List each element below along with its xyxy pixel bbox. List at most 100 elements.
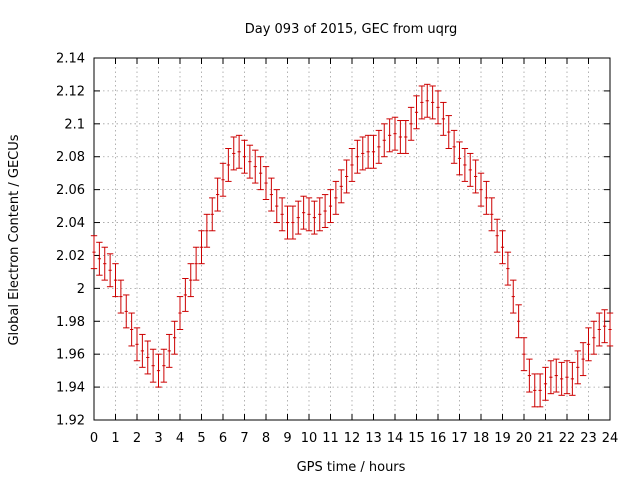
data-point — [305, 197, 313, 232]
x-tick-label: 1 — [111, 431, 119, 446]
data-point — [450, 129, 458, 164]
data-point — [590, 320, 598, 355]
y-tick-label: 2.12 — [56, 84, 85, 99]
data-point — [526, 358, 533, 393]
data-point — [176, 296, 184, 330]
data-series — [90, 83, 614, 408]
data-point — [133, 327, 141, 362]
data-point — [182, 277, 189, 312]
x-tick-label: 15 — [408, 431, 425, 446]
y-tick-label: 1.96 — [56, 348, 85, 363]
data-point — [461, 148, 469, 182]
data-point — [123, 294, 130, 329]
data-point — [547, 360, 555, 395]
data-point — [321, 194, 329, 228]
x-tick-label: 17 — [451, 431, 468, 446]
data-point — [117, 279, 125, 314]
data-point — [601, 309, 608, 344]
data-point — [483, 180, 490, 215]
x-tick-label: 3 — [154, 431, 162, 446]
data-point — [139, 333, 146, 368]
y-tick-label: 2.06 — [56, 183, 85, 198]
x-tick-label: 0 — [90, 431, 98, 446]
data-point — [402, 120, 409, 154]
data-point — [252, 149, 259, 184]
data-point — [96, 241, 103, 276]
data-point — [155, 353, 162, 388]
x-tick-label: 11 — [322, 431, 339, 446]
data-point — [434, 90, 442, 125]
x-tick-label: 16 — [430, 431, 447, 446]
data-point — [418, 85, 426, 120]
x-tick-label: 10 — [301, 431, 318, 446]
data-point — [338, 169, 345, 204]
data-point — [160, 348, 168, 383]
x-tick-label: 5 — [197, 431, 205, 446]
data-point — [574, 350, 581, 385]
y-tick-label: 2.02 — [56, 249, 85, 264]
data-point — [429, 85, 436, 120]
data-point — [198, 230, 205, 265]
y-tick-label: 1.98 — [56, 315, 85, 330]
data-point — [585, 327, 592, 362]
data-point — [171, 320, 178, 355]
axis-ticks: 0 1 2 3 4 5 6 7 8 9 10 11 12 13 14 15 16 17 18 19 20 21 22 23 24… — [56, 52, 618, 447]
data-point — [477, 172, 485, 207]
data-point — [563, 360, 571, 395]
x-tick-label: 9 — [283, 431, 291, 446]
data-point — [413, 95, 420, 130]
data-point — [397, 120, 404, 154]
data-point — [348, 148, 356, 182]
data-point — [596, 312, 603, 347]
x-tick-label: 12 — [344, 431, 361, 446]
grid-lines — [94, 58, 610, 420]
data-point — [440, 101, 447, 136]
data-point — [316, 197, 323, 232]
x-tick-label: 13 — [365, 431, 382, 446]
data-point — [364, 134, 372, 169]
data-point — [187, 263, 194, 298]
data-point — [128, 312, 135, 347]
x-tick-label: 24 — [602, 431, 619, 446]
data-point — [192, 246, 200, 281]
x-tick-label: 19 — [494, 431, 511, 446]
data-point — [295, 200, 302, 235]
data-point — [510, 279, 517, 314]
x-tick-label: 6 — [219, 431, 227, 446]
data-point — [542, 366, 549, 401]
data-point — [558, 361, 565, 396]
data-point — [467, 152, 474, 187]
data-point — [606, 312, 614, 347]
data-point — [273, 189, 280, 224]
data-point — [311, 200, 318, 235]
data-point — [235, 134, 243, 169]
data-point — [359, 136, 366, 171]
y-tick-label: 2.08 — [56, 150, 85, 165]
y-tick-label: 2.1 — [64, 117, 85, 132]
data-point — [515, 304, 522, 339]
data-point — [424, 83, 431, 118]
x-tick-label: 20 — [516, 431, 533, 446]
data-point — [327, 189, 334, 224]
data-point — [375, 129, 383, 164]
data-point — [230, 136, 237, 171]
x-tick-label: 14 — [387, 431, 404, 446]
y-tick-label: 2 — [77, 282, 85, 297]
data-point — [553, 358, 560, 393]
data-point — [209, 197, 216, 232]
data-point — [144, 340, 151, 375]
data-point — [241, 139, 248, 174]
data-point — [203, 213, 211, 248]
y-tick-label: 2.04 — [56, 216, 85, 231]
data-point — [289, 205, 297, 240]
data-point — [101, 246, 108, 281]
data-point — [407, 106, 415, 141]
data-point — [90, 235, 98, 270]
x-tick-label: 7 — [240, 431, 248, 446]
data-point — [381, 123, 388, 158]
data-point — [445, 115, 452, 149]
data-point — [456, 141, 463, 176]
y-axis-label: Global Electron Content / GECUs — [7, 134, 22, 345]
data-point — [284, 205, 291, 240]
